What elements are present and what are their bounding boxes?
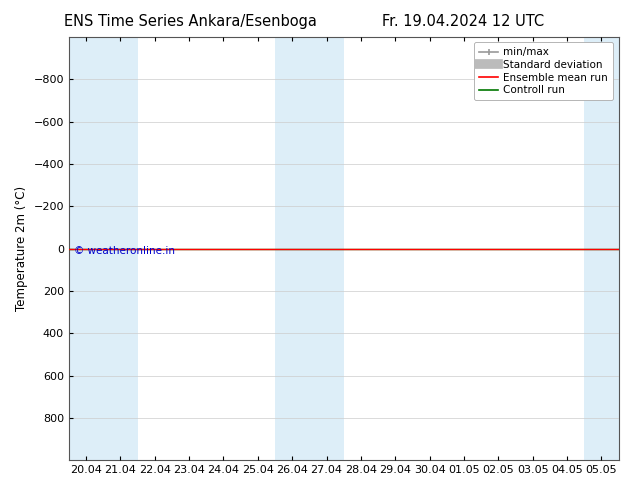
Text: ENS Time Series Ankara/Esenboga: ENS Time Series Ankara/Esenboga [64,14,316,29]
Text: © weatheronline.in: © weatheronline.in [74,246,176,256]
Bar [584,37,619,460]
Legend: min/max, Standard deviation, Ensemble mean run, Controll run: min/max, Standard deviation, Ensemble me… [474,42,613,100]
Bar [103,37,138,460]
Text: Fr. 19.04.2024 12 UTC: Fr. 19.04.2024 12 UTC [382,14,544,29]
Bar [275,37,309,460]
Bar [309,37,344,460]
Bar [69,37,103,460]
Y-axis label: Temperature 2m (°C): Temperature 2m (°C) [15,186,28,311]
